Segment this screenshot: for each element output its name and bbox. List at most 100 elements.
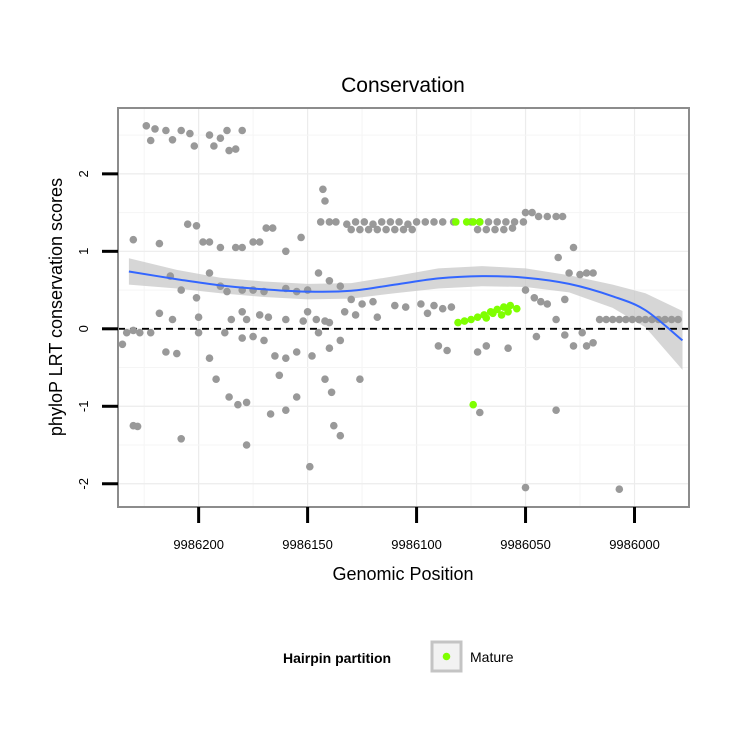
data-point: [242, 315, 251, 324]
y-tick-label: 0: [76, 325, 91, 332]
data-point: [312, 315, 321, 324]
data-point: [194, 313, 203, 322]
data-point: [151, 125, 159, 133]
data-point: [430, 301, 438, 310]
data-point: [615, 315, 624, 324]
data-point: [482, 342, 491, 350]
data-point-mature: [454, 318, 462, 327]
data-point: [336, 431, 345, 440]
data-point: [192, 222, 201, 230]
data-point: [358, 300, 366, 308]
data-point: [561, 295, 569, 304]
smooth-line: [128, 270, 684, 342]
data-point: [608, 315, 617, 324]
data-point: [558, 212, 567, 221]
data-point: [321, 197, 329, 205]
data-point: [351, 311, 360, 319]
data-point: [238, 308, 246, 316]
data-point: [282, 247, 290, 256]
data-point-mature: [476, 218, 484, 226]
x-tick-label: 9986050: [500, 537, 551, 552]
data-point: [162, 348, 170, 356]
data-point: [249, 332, 257, 341]
y-tick-label: -2: [76, 478, 91, 490]
data-point-mature: [469, 400, 478, 409]
data-point: [554, 253, 562, 262]
data-point: [325, 277, 334, 285]
data-point: [205, 269, 214, 277]
data-point: [395, 218, 403, 226]
data-point: [146, 136, 155, 145]
data-point: [330, 421, 338, 430]
data-point: [391, 301, 399, 310]
data-point: [615, 485, 624, 494]
data-point: [589, 269, 597, 277]
data-point-mature: [452, 218, 460, 226]
data-point: [434, 342, 443, 350]
smooth-ribbon: [128, 258, 683, 370]
x-tick-label: 9986000: [609, 537, 660, 552]
data-point: [674, 315, 682, 324]
data-point: [552, 406, 560, 415]
data-point: [356, 375, 364, 384]
data-point: [186, 129, 194, 138]
data-point: [401, 303, 410, 311]
data-point: [576, 270, 584, 279]
data-point: [635, 315, 643, 324]
data-point-mature: [506, 301, 515, 310]
data-point: [528, 208, 536, 217]
data-point: [268, 224, 277, 232]
data-point: [255, 311, 264, 319]
axes: 9986200 9986150 9986100 9986050 9986000 -2 -1 0…: [76, 170, 660, 552]
y-tick-label: 2: [76, 170, 91, 177]
data-point: [155, 239, 164, 248]
data-point: [561, 331, 569, 339]
data-point: [510, 218, 519, 226]
data-point: [408, 225, 417, 234]
data-point: [569, 342, 578, 350]
y-tick-label: -1: [76, 401, 91, 413]
data-point: [190, 142, 199, 150]
data-point: [332, 218, 340, 226]
data-point: [223, 126, 231, 135]
legend: Hairpin partition Mature: [283, 640, 514, 673]
data-point: [491, 225, 499, 234]
data-point-mature: [467, 315, 475, 324]
legend-label-mature: Mature: [470, 649, 514, 665]
data-point: [373, 313, 382, 322]
data-point: [438, 304, 447, 313]
data-point: [194, 328, 203, 337]
data-point: [177, 435, 185, 443]
data-point: [262, 224, 271, 232]
data-point: [530, 294, 539, 302]
data-point: [661, 315, 669, 324]
data-point: [316, 218, 325, 226]
data-point: [183, 220, 192, 228]
data-point: [306, 462, 314, 471]
data-point: [336, 336, 345, 345]
data-point: [473, 225, 482, 234]
data-point: [205, 354, 214, 363]
data-point: [482, 225, 491, 234]
data-point: [667, 315, 676, 324]
data-point: [242, 441, 251, 449]
data-point: [136, 328, 144, 337]
data-point: [537, 297, 545, 306]
data-point-mature: [473, 313, 482, 322]
data-point: [327, 388, 336, 397]
data-point: [231, 145, 240, 153]
data-point: [234, 400, 242, 409]
legend-title: Hairpin partition: [283, 650, 391, 666]
data-point: [282, 354, 290, 363]
data-point: [521, 286, 530, 294]
data-point: [155, 309, 164, 318]
data-point: [340, 308, 349, 316]
data-point: [129, 326, 138, 335]
data-point: [129, 235, 138, 244]
data-point: [622, 315, 630, 324]
data-point-mature: [482, 314, 491, 322]
panel-border: [117, 107, 690, 508]
data-point: [552, 212, 560, 221]
data-point: [225, 146, 233, 155]
data-point: [260, 336, 268, 345]
